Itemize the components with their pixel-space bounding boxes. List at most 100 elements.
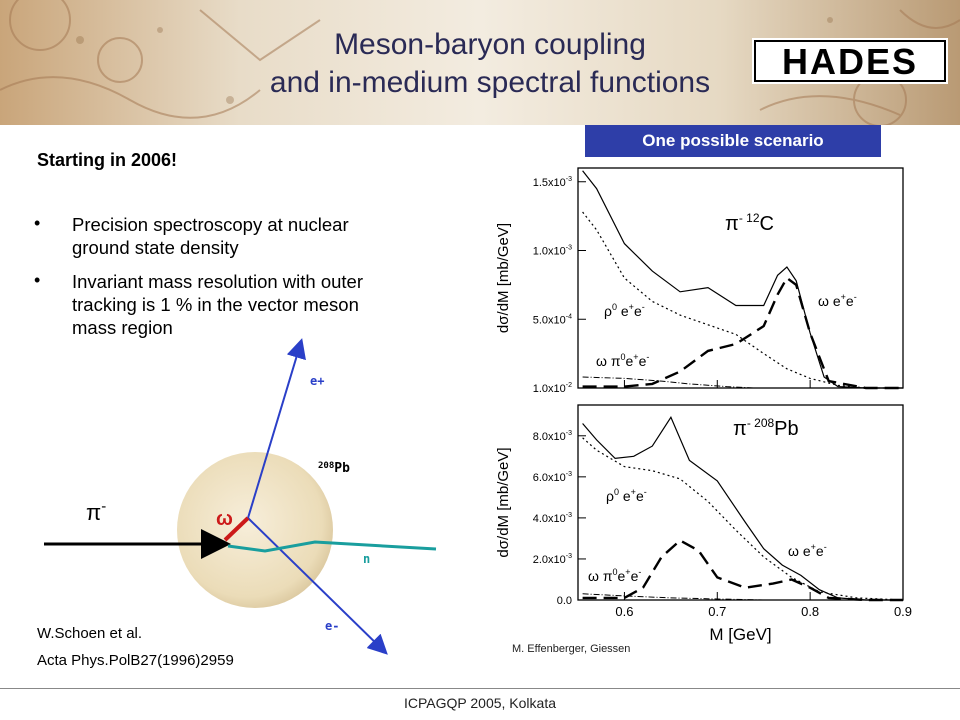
series-dalitz: [582, 593, 811, 601]
slide-title-line-1: Meson-baryon coupling: [334, 28, 646, 61]
pion-charge: -: [101, 498, 106, 515]
bullet-line: Precision spectroscopy at nuclear: [72, 214, 349, 235]
series-omega: [582, 539, 903, 602]
label-rho-sup: 0: [612, 302, 617, 312]
label-omega-symbol: ω: [788, 543, 799, 559]
y-tick-label: 6.0x10-3: [533, 471, 572, 484]
label-rho-e2-charge: -: [642, 302, 645, 312]
reaction-diagram: π- ω e+ e- 208Pb n: [44, 338, 437, 655]
series-dalitz: [582, 376, 811, 389]
label-dalitz-e1-charge: +: [625, 567, 630, 577]
nucleus-circle: [177, 452, 333, 608]
y-tick-exponent: -2: [566, 382, 572, 389]
neutron-track: [227, 540, 437, 553]
label-dalitz: ω π0e+e-: [588, 567, 641, 584]
y-tick-mantissa: 4.0x10: [533, 513, 566, 525]
nucleus-mass: 208: [318, 461, 334, 471]
nucleus-symbol: Pb: [334, 461, 350, 476]
omega-line: [223, 516, 250, 542]
label-dalitz-symbol: ω π: [596, 353, 621, 369]
nucleus-label: 208Pb: [318, 461, 350, 476]
reaction-nucleus: Pb: [774, 418, 798, 440]
label-rho-e2: e: [634, 303, 642, 319]
reaction-superscript: - 208: [747, 416, 775, 430]
label-rho: ρ0 e+e-: [604, 302, 645, 319]
y-tick-label: 0.0: [557, 595, 572, 607]
label-dalitz-sup: 0: [612, 567, 617, 577]
label-dalitz-symbol: ω π: [588, 568, 613, 584]
eminus-label: e-: [325, 619, 339, 633]
plot-frame: [577, 167, 904, 389]
label-omega-e1-charge: +: [841, 292, 846, 302]
y-tick-exponent: -3: [566, 471, 572, 478]
label-omega-e1: e: [829, 293, 841, 309]
y-tick-label: 1.0x10-3: [533, 245, 572, 258]
y-tick-exponent: -3: [566, 245, 572, 252]
electron-plus-track: [247, 338, 306, 519]
bullet-line: mass region: [72, 317, 173, 338]
label-omega-symbol: ω: [818, 293, 829, 309]
y-tick-mantissa: 1.0x10: [533, 383, 566, 395]
label-rho-e1: e: [619, 488, 631, 504]
y-tick-mantissa: 1.0x10: [533, 246, 566, 258]
bullet-line: ground state density: [72, 237, 239, 258]
label-rho-e2: e: [636, 488, 644, 504]
label-omega-e1: e: [799, 543, 811, 559]
label-omega-e2-charge: -: [854, 292, 857, 302]
y-tick-mantissa: 6.0x10: [533, 472, 566, 484]
reaction-pion: π: [733, 418, 747, 440]
label-omega-e2: e: [816, 543, 824, 559]
y-tick-exponent: -3: [566, 176, 572, 183]
omega-label: ω: [216, 508, 233, 530]
bullet-marker: •: [34, 270, 41, 290]
y-tick-exponent: -3: [566, 553, 572, 560]
electron-minus-track: [247, 517, 388, 655]
y-axis-label: dσ/dM [mb/GeV]: [495, 223, 512, 333]
reference-authors: W.Schoen et al.: [37, 625, 143, 642]
label-omega: ω e+e-: [788, 542, 827, 559]
label-omega-e2-charge: -: [824, 542, 827, 552]
label-rho: ρ0 e+e-: [606, 487, 647, 504]
label-dalitz-e2: e: [631, 568, 639, 584]
y-tick-label: 1.0x10-2: [533, 382, 572, 395]
label-rho-e1-charge: +: [629, 302, 634, 312]
label-rho-e2-charge: -: [644, 487, 647, 497]
label-dalitz-e1-charge: +: [633, 352, 638, 362]
label-omega: ω e+e-: [818, 292, 857, 309]
reaction-nucleus: C: [760, 213, 774, 235]
x-tick-label: 0.9: [894, 604, 912, 619]
y-axis-label: dσ/dM [mb/GeV]: [495, 447, 512, 557]
bullet-resolution: Invariant mass resolution with outer tra…: [72, 270, 432, 339]
label-omega-e2: e: [846, 293, 854, 309]
eplus-label: e+: [310, 374, 324, 388]
label-rho-symbol: ρ: [606, 488, 614, 504]
y-tick-label: 1.5x10-3: [533, 176, 572, 189]
series-omega: [582, 276, 903, 390]
label-dalitz-e2-charge: -: [638, 567, 641, 577]
y-tick-exponent: -3: [566, 512, 572, 519]
label-rho-e1: e: [617, 303, 629, 319]
y-tick-label: 4.0x10-3: [533, 512, 572, 525]
label-dalitz-e1: e: [618, 568, 626, 584]
bullet-line: tracking is 1 % in the vector meson: [72, 294, 359, 315]
reaction-pion: π: [725, 213, 739, 235]
reaction-superscript: - 12: [739, 211, 760, 225]
label-dalitz-e2: e: [639, 353, 647, 369]
label-dalitz-e2-charge: -: [646, 352, 649, 362]
starting-heading: Starting in 2006!: [37, 150, 178, 170]
x-axis-label: M [GeV]: [709, 625, 771, 644]
bullet-precision: Precision spectroscopy at nuclear ground…: [72, 213, 432, 259]
series-total: [582, 416, 903, 601]
neutron-label: n: [363, 552, 370, 566]
y-tick-label: 5.0x10-4: [533, 313, 572, 326]
y-tick-label: 8.0x10-3: [533, 430, 572, 443]
label-dalitz: ω π0e+e-: [596, 352, 649, 369]
spectral-function-plot: 1.5x10-31.0x10-35.0x10-41.0x10-2dσ/dM [m…: [495, 167, 912, 644]
slide-title-line-2: and in-medium spectral functions: [269, 66, 711, 99]
pion-label: π-: [86, 498, 106, 525]
hades-logo-text: HADES: [782, 41, 918, 82]
label-rho-symbol: ρ: [604, 303, 612, 319]
y-tick-mantissa: 0.0: [557, 595, 572, 607]
bullet-line: Invariant mass resolution with outer: [72, 271, 363, 292]
y-tick-mantissa: 2.0x10: [533, 554, 566, 566]
